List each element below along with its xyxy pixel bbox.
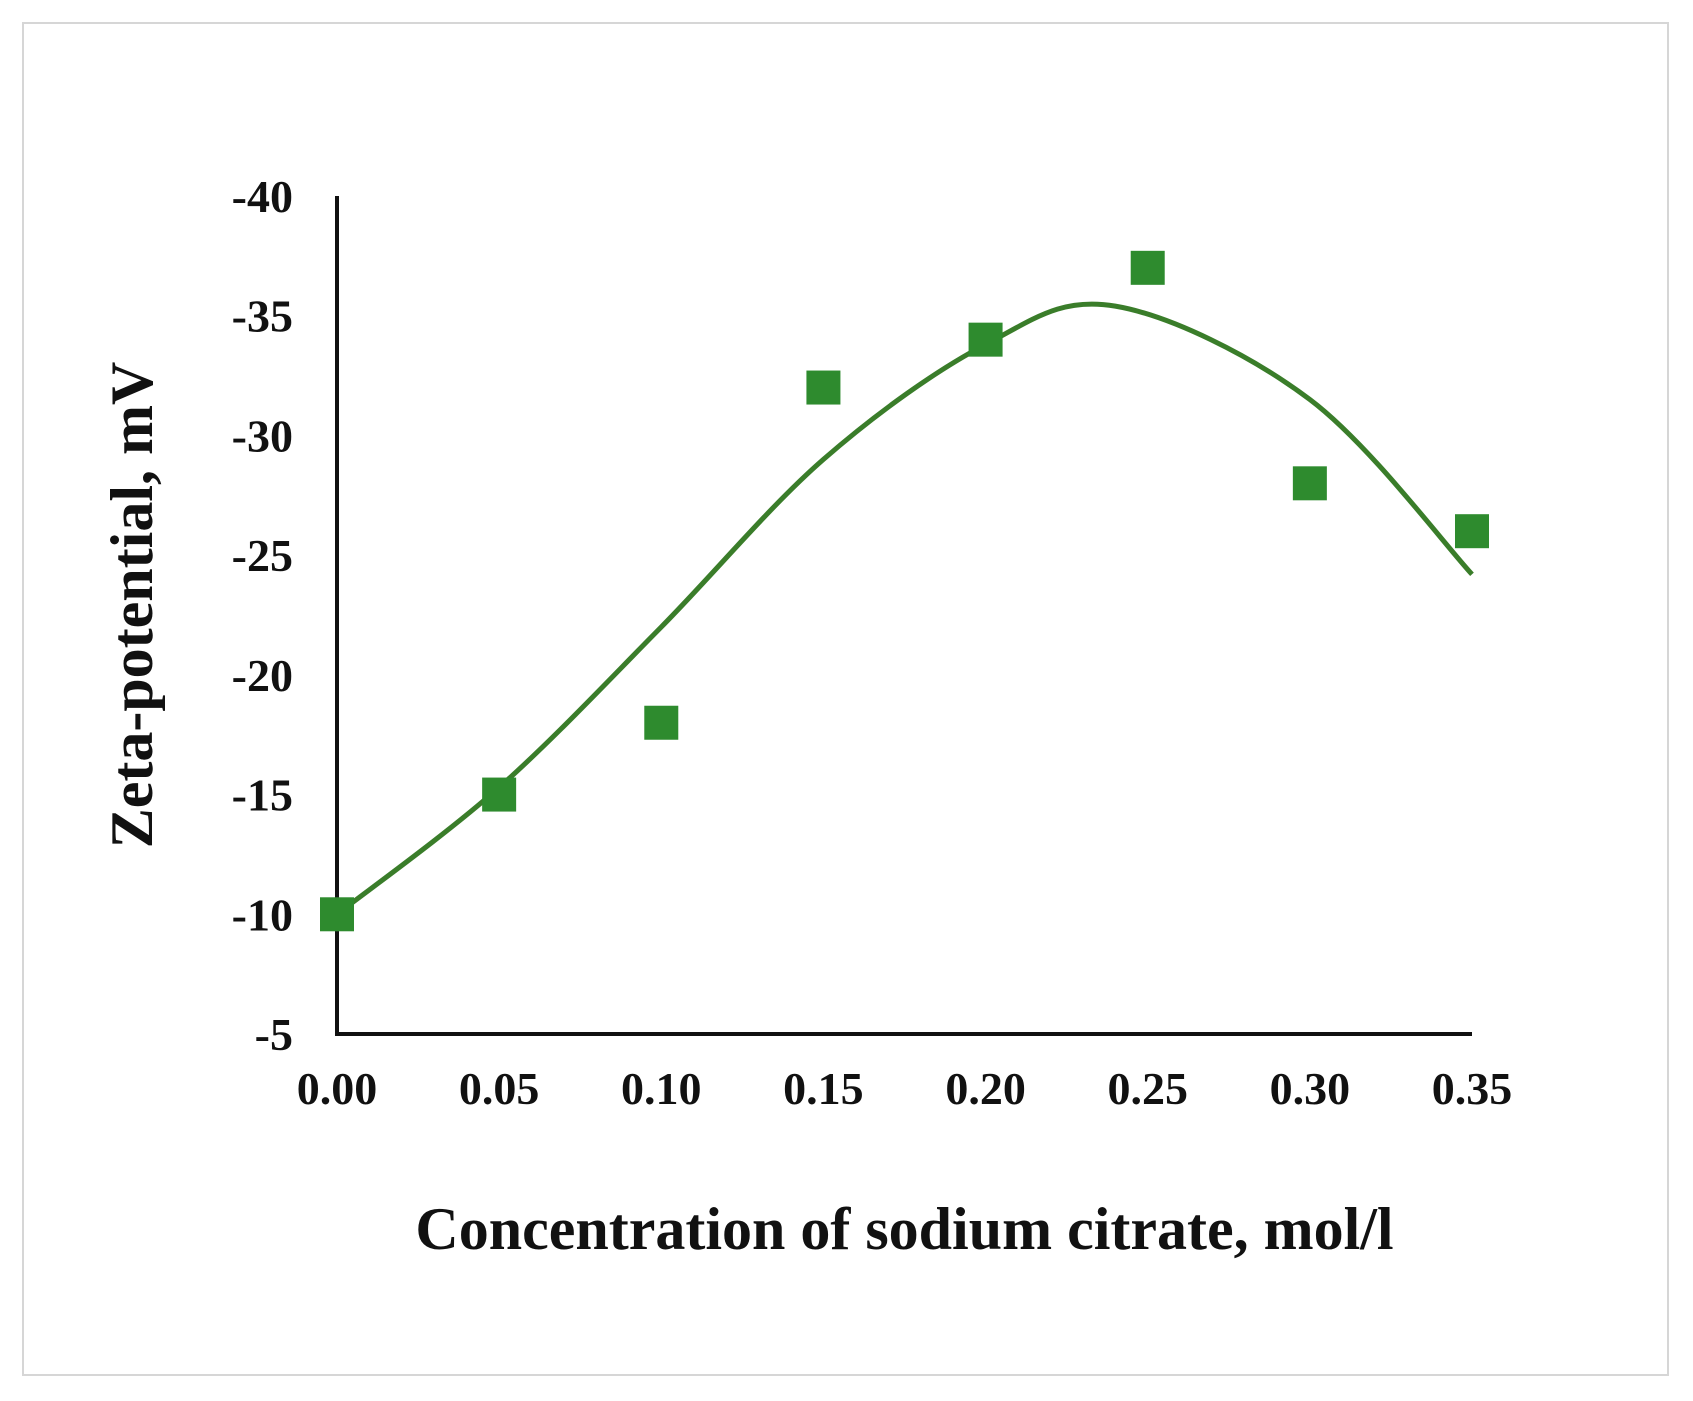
trendline-group (335, 301, 1474, 917)
x-axis-title: Concentration of sodium citrate, mol/l (415, 1196, 1393, 1262)
data-point-marker (1455, 514, 1489, 549)
figure-frame: -40 -35 -30 -25 -20 -15 -10 -5 0.00 0.05 0.10 0.15… (22, 22, 1669, 1376)
x-tick-label: 0.00 (297, 1063, 378, 1114)
x-tick-label: 0.15 (783, 1063, 864, 1114)
x-tick-label: 0.25 (1107, 1063, 1188, 1114)
y-axis-title: Zeta-potential, mV (99, 362, 165, 849)
data-point-marker (1292, 466, 1327, 501)
data-points (320, 250, 1489, 932)
x-tick-label: 0.05 (459, 1063, 540, 1114)
x-tick-label: 0.30 (1270, 1063, 1351, 1114)
x-tick-label: 0.20 (945, 1063, 1026, 1114)
data-point-marker (320, 897, 354, 932)
data-point-marker (968, 322, 1003, 357)
data-point-marker (1130, 250, 1165, 285)
data-point-marker (482, 777, 517, 812)
y-tick-label: -30 (232, 410, 293, 461)
scatter-chart: -40 -35 -30 -25 -20 -15 -10 -5 0.00 0.05 0.10 0.15… (99, 171, 1513, 1262)
y-axis: -40 -35 -30 -25 -20 -15 -10 -5 (232, 171, 339, 1060)
y-tick-label: -15 (232, 770, 293, 821)
trendline (335, 301, 1474, 917)
y-tick-label: -10 (232, 889, 293, 940)
x-tick-label: 0.35 (1432, 1063, 1513, 1114)
y-tick-label: -25 (232, 530, 293, 581)
data-point-marker (806, 370, 841, 405)
y-tick-label: -5 (255, 1009, 293, 1060)
x-axis: 0.00 0.05 0.10 0.15 0.20 0.25 0.30 0.35 (297, 1032, 1513, 1114)
y-tick-label: -40 (232, 171, 293, 222)
y-tick-label: -20 (232, 650, 293, 701)
data-point-marker (644, 705, 679, 740)
y-tick-label: -35 (232, 291, 293, 342)
x-tick-label: 0.10 (621, 1063, 702, 1114)
